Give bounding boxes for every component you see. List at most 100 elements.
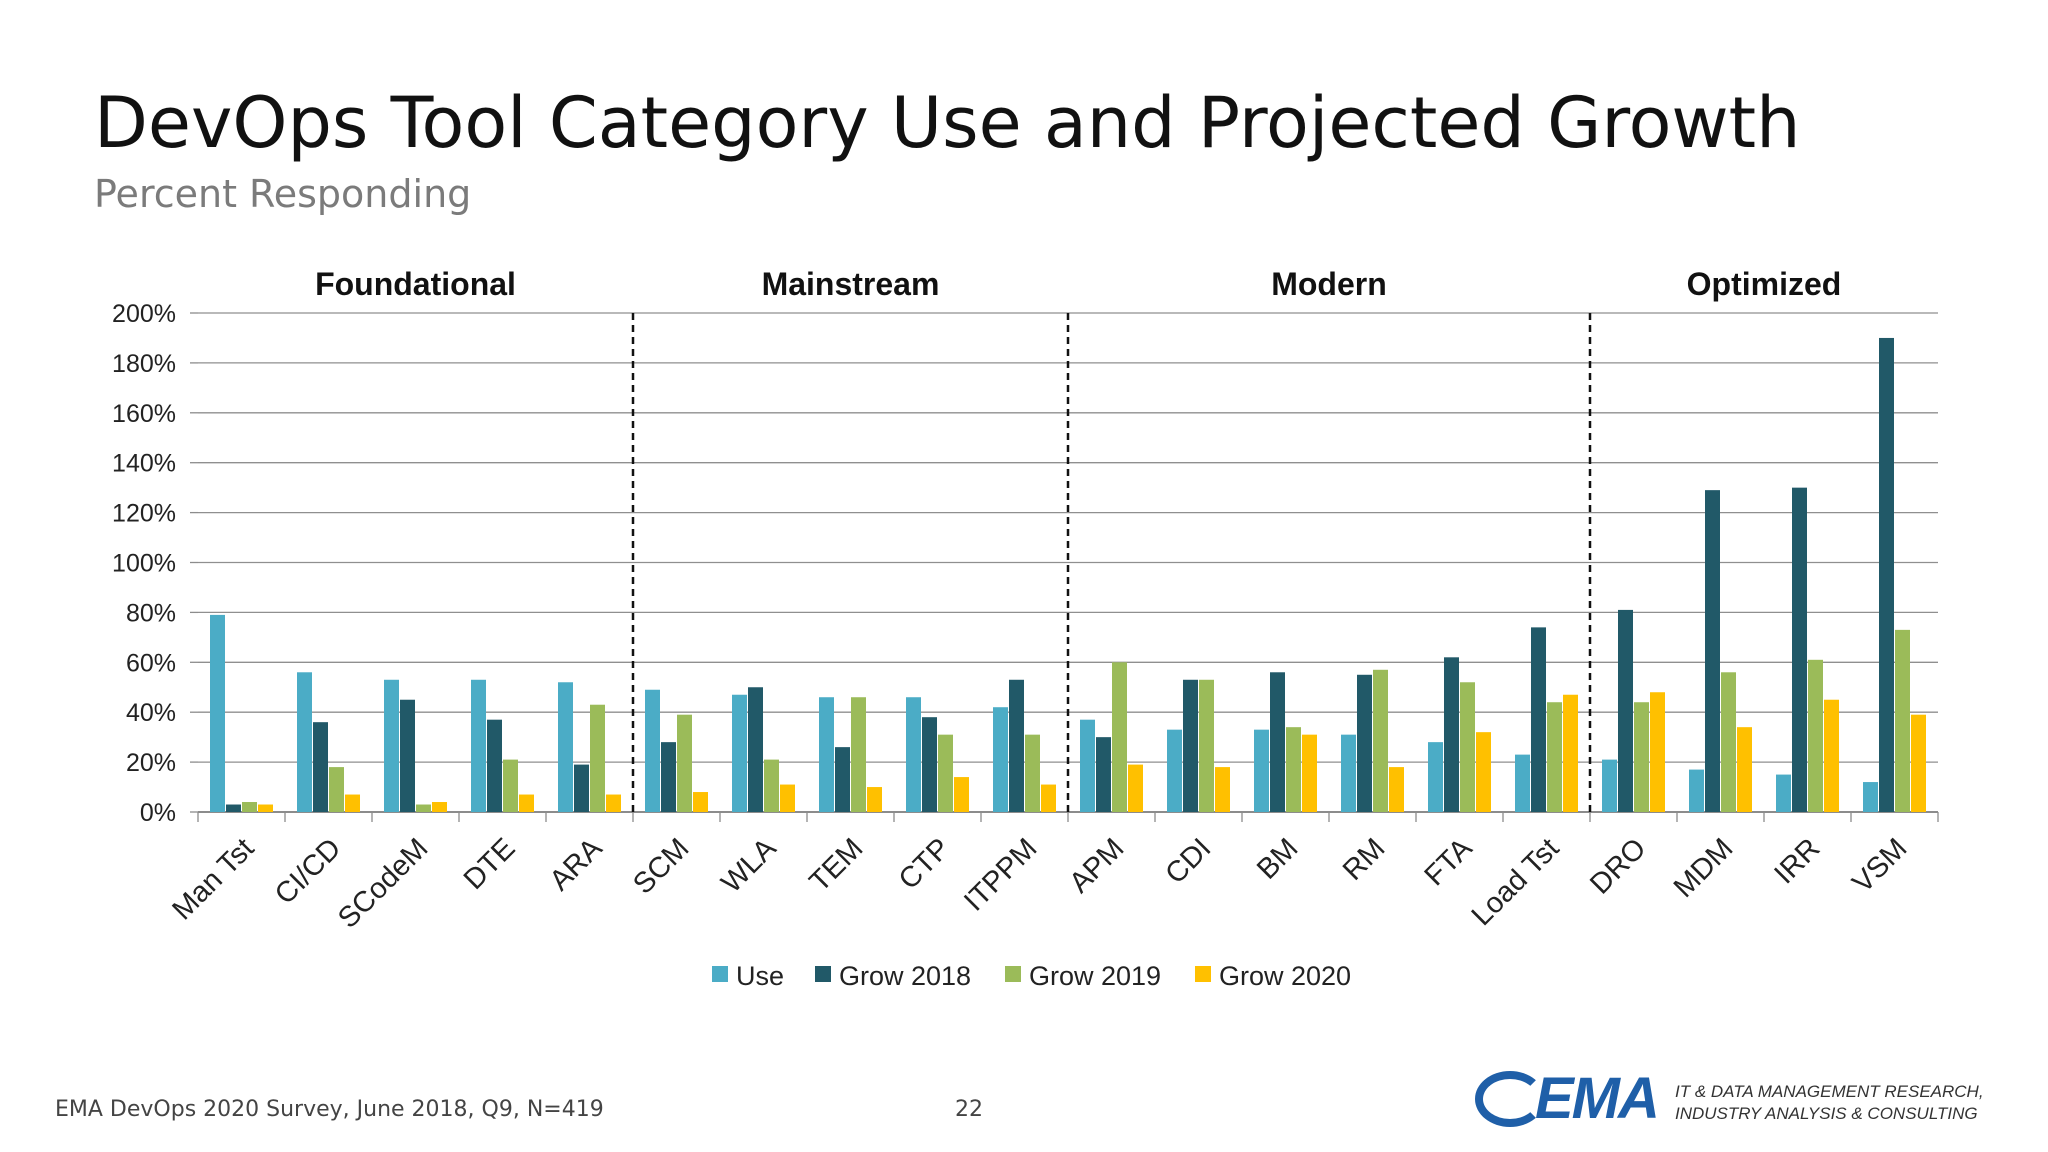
- bar-grow-2020: [693, 792, 708, 812]
- bar-use: [1776, 774, 1791, 812]
- bar-grow-2020: [954, 777, 969, 812]
- x-tick-label: VSM: [1846, 832, 1913, 899]
- bar-use: [471, 679, 486, 812]
- legend: Use Grow 2018 Grow 2019 Grow 2020: [712, 961, 1351, 991]
- bar-grow-2020: [1389, 767, 1404, 812]
- x-tick-label: Load Tst: [1466, 832, 1566, 932]
- bar-grow-2018: [1270, 672, 1285, 812]
- bar-grow-2018: [313, 722, 328, 812]
- bar-grow-2018: [922, 717, 937, 812]
- group-label: Optimized: [1687, 266, 1842, 302]
- y-tick-label: 200%: [112, 300, 176, 328]
- tagline-line-2: INDUSTRY ANALYSIS & CONSULTING: [1675, 1104, 1978, 1123]
- y-tick-label: 80%: [126, 599, 176, 627]
- bar-grow-2019: [1460, 682, 1475, 812]
- bar-use: [1689, 769, 1704, 812]
- legend-label: Grow 2018: [839, 961, 971, 991]
- bar-use: [1515, 754, 1530, 812]
- bar-grow-2020: [1041, 784, 1056, 812]
- y-tick-label: 20%: [126, 749, 176, 777]
- bar-grow-2020: [1563, 694, 1578, 812]
- bar-use: [558, 682, 573, 812]
- y-tick-label: 140%: [112, 450, 176, 478]
- bar-grow-2018: [1705, 490, 1720, 812]
- x-tick-label: FTA: [1419, 832, 1479, 892]
- x-tick-label: Man Tst: [166, 832, 260, 926]
- y-tick-label: 0%: [140, 799, 176, 827]
- tagline: IT & DATA MANAGEMENT RESEARCH, INDUSTRY …: [1675, 1081, 1984, 1125]
- bar-grow-2019: [1199, 679, 1214, 812]
- bar-grow-2019: [242, 802, 257, 812]
- slide-subtitle: Percent Responding: [94, 172, 472, 216]
- bar-use: [1254, 729, 1269, 812]
- legend-swatch: [712, 966, 728, 982]
- bar-grow-2019: [1373, 669, 1388, 812]
- bar-grow-2019: [1547, 702, 1562, 812]
- bar-grow-2018: [661, 742, 676, 812]
- bar-grow-2019: [329, 767, 344, 812]
- bar-grow-2020: [258, 804, 273, 812]
- bar-grow-2019: [938, 734, 953, 812]
- y-tick-label: 100%: [112, 550, 176, 578]
- y-axis-ticks: 0% 20% 40% 60% 80% 100% 120% 140% 160% 180% 200%: [112, 300, 176, 827]
- bar-grow-2020: [345, 794, 360, 812]
- bar-grow-2019: [677, 714, 692, 812]
- group-label: Foundational: [315, 266, 516, 302]
- gridlines: [190, 312, 1939, 822]
- bar-grow-2018: [226, 804, 241, 812]
- bar-grow-2018: [1531, 627, 1546, 812]
- y-tick-label: 40%: [126, 699, 176, 727]
- bar-use: [732, 694, 747, 812]
- bar-grow-2019: [1808, 659, 1823, 812]
- x-tick-label: SCM: [627, 832, 695, 900]
- ema-logo-mark-icon: [1475, 1070, 1545, 1127]
- x-tick-label: TEM: [804, 832, 870, 898]
- y-tick-label: 120%: [112, 500, 176, 528]
- x-tick-label: BM: [1251, 832, 1304, 885]
- bar-grow-2019: [1721, 672, 1736, 812]
- bar-grow-2019: [1634, 702, 1649, 812]
- bar-grow-2019: [590, 704, 605, 812]
- bar-grow-2020: [1476, 732, 1491, 812]
- bar-use: [819, 697, 834, 812]
- bar-grow-2018: [1357, 674, 1372, 812]
- x-tick-label: SCodeM: [332, 832, 434, 934]
- bar-grow-2020: [606, 794, 621, 812]
- slide-title: DevOps Tool Category Use and Projected G…: [94, 82, 1801, 164]
- tagline-line-1: IT & DATA MANAGEMENT RESEARCH,: [1675, 1082, 1984, 1101]
- bar-use: [384, 679, 399, 812]
- legend-label: Grow 2019: [1029, 961, 1161, 991]
- x-tick-label: MDM: [1668, 832, 1740, 904]
- ema-logo: EMA: [1475, 1065, 1660, 1132]
- logo-text: EMA: [1535, 1066, 1660, 1131]
- bar-grow-2019: [1895, 629, 1910, 812]
- y-tick-label: 60%: [126, 649, 176, 677]
- legend-swatch: [815, 966, 831, 982]
- bar-grow-2018: [1096, 737, 1111, 812]
- bars: [210, 337, 1926, 812]
- x-tick-label: DTE: [458, 832, 522, 896]
- bar-grow-2020: [867, 787, 882, 812]
- bar-grow-2019: [1286, 727, 1301, 812]
- legend-label: Use: [736, 961, 784, 991]
- bar-use: [1602, 759, 1617, 812]
- bar-grow-2018: [748, 687, 763, 812]
- bar-use: [1080, 719, 1095, 812]
- bar-grow-2018: [1879, 337, 1894, 812]
- bar-grow-2019: [851, 697, 866, 812]
- bar-grow-2018: [1009, 679, 1024, 812]
- bar-use: [993, 707, 1008, 812]
- bar-grow-2020: [1824, 699, 1839, 812]
- bar-grow-2020: [519, 794, 534, 812]
- bar-grow-2020: [1911, 714, 1926, 812]
- bar-use: [645, 689, 660, 812]
- bar-use: [1863, 782, 1878, 812]
- bar-grow-2019: [416, 804, 431, 812]
- bar-grow-2020: [1737, 727, 1752, 812]
- bar-use: [1167, 729, 1182, 812]
- bar-grow-2018: [1183, 679, 1198, 812]
- bar-grow-2020: [780, 784, 795, 812]
- source-note: EMA DevOps 2020 Survey, June 2018, Q9, N…: [55, 1097, 604, 1122]
- bar-use: [1341, 734, 1356, 812]
